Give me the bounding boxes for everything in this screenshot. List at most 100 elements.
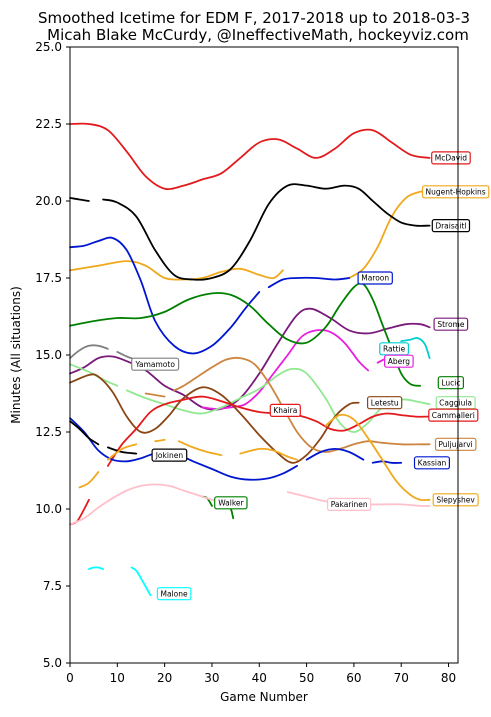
series-label-box [327, 497, 372, 511]
x-tick-label: 10 [110, 671, 125, 685]
x-tick-label: 0 [66, 671, 74, 685]
series-label-lucic: Lucic [437, 376, 464, 390]
series-line-malone [88, 566, 104, 570]
x-tick-label: 80 [441, 671, 456, 685]
series-line-slepyshev [154, 438, 166, 443]
series-line-yamamoto [116, 351, 133, 359]
series-label-text: Khaira [273, 406, 297, 415]
series-label-text: Kassian [418, 459, 447, 468]
series-label-jokinen: Jokinen [151, 448, 188, 462]
x-tick-label: 20 [157, 671, 172, 685]
x-tick-label: 30 [204, 671, 219, 685]
series-line-slepyshev [177, 440, 223, 456]
series-line-kassian [371, 460, 403, 464]
series-label-box [156, 587, 192, 601]
series-label-text: Draisaitl [435, 221, 466, 230]
y-tick-label: 5.0 [43, 656, 62, 670]
series-label-draisaitl: Draisaitl [431, 219, 471, 233]
series-line-yamamoto [69, 344, 109, 359]
series-label-box [434, 437, 477, 451]
series-line-maroon [267, 276, 351, 289]
series-label-box [131, 357, 180, 371]
series-line-mcdavid [69, 122, 431, 190]
series-label-box [421, 185, 490, 199]
series-line-strome [69, 307, 431, 411]
series-label-nugent-hopkins: Nugent-Hopkins [421, 185, 490, 199]
y-tick-label: 7.5 [43, 579, 62, 593]
series-label-box [384, 354, 414, 368]
x-axis-ticks: 0 10 20 30 40 50 60 70 80 [66, 663, 456, 685]
series-label-box [367, 396, 403, 410]
series-label-text: Cammalleri [432, 411, 475, 420]
series-label-text: Malone [161, 589, 188, 598]
y-axis-ticks: 5.0 7.5 10.0 12.5 15.0 17.5 20.0 22.5 25.0 [35, 40, 70, 670]
series-label-text: Rattie [383, 345, 406, 354]
series-line-slepyshev [324, 413, 431, 502]
x-tick-label: 70 [394, 671, 409, 685]
y-axis-label: Minutes (All situations) [9, 286, 23, 424]
y-tick-label: 22.5 [35, 117, 62, 131]
y-tick-label: 25.0 [35, 40, 62, 54]
series-label-box [214, 496, 248, 510]
series-lines-layer [69, 122, 431, 597]
series-label-aberg: Aberg [384, 354, 414, 368]
series-line-pakarinen [69, 483, 246, 526]
y-tick-label: 12.5 [35, 425, 62, 439]
series-line-slepyshev [239, 447, 298, 461]
series-label-letestu: Letestu [367, 396, 403, 410]
y-tick-label: 17.5 [35, 271, 62, 285]
series-label-text: Letestu [371, 398, 399, 407]
series-label-text: Yamamoto [134, 360, 175, 369]
series-label-text: Strome [437, 320, 465, 329]
x-tick-label: 40 [252, 671, 267, 685]
series-label-text: Walker [218, 499, 244, 508]
series-line-puljujarvi [144, 392, 166, 398]
series-line-slepyshev [78, 471, 100, 489]
series-line-letestu [69, 373, 360, 464]
series-label-box [269, 403, 301, 417]
series-label-box [433, 317, 469, 331]
series-label-text: McDavid [435, 154, 467, 163]
series-label-walker: Walker [214, 496, 248, 510]
x-tick-label: 50 [299, 671, 314, 685]
series-line-draisaitl [69, 197, 90, 202]
series-label-malone: Malone [156, 587, 192, 601]
series-label-text: Maroon [361, 274, 389, 283]
y-tick-label: 10.0 [35, 502, 62, 516]
series-label-pakarinen: Pakarinen [327, 497, 372, 511]
series-label-text: Pakarinen [331, 500, 368, 509]
series-label-box [357, 271, 393, 285]
series-label-strome: Strome [433, 317, 469, 331]
series-label-yamamoto: Yamamoto [131, 357, 180, 371]
series-label-mcdavid: McDavid [431, 151, 471, 165]
series-line-jokinen [69, 420, 100, 446]
y-tick-label: 20.0 [35, 194, 62, 208]
series-line-jokinen [107, 446, 138, 455]
series-line-puljujarvi [173, 356, 431, 453]
series-labels-layer: McDavid Nugent-Hopkins Draisaitl Maroon Stro… [131, 151, 490, 601]
chart-title-line1: Smoothed Icetime for EDM F, 2017-2018 up… [38, 9, 470, 27]
series-line-malone [130, 566, 152, 597]
x-tick-label: 60 [346, 671, 361, 685]
series-label-text: Nugent-Hopkins [425, 188, 485, 197]
series-label-text: Caggiula [439, 398, 472, 407]
series-label-text: Slepyshev [436, 496, 475, 505]
series-label-rattie: Rattie [379, 342, 409, 356]
series-label-text: Puljujarvi [438, 440, 472, 449]
series-label-puljujarvi: Puljujarvi [434, 437, 477, 451]
series-label-text: Jokinen [155, 451, 184, 460]
series-label-kassian: Kassian [413, 456, 451, 470]
series-line-maroon [69, 236, 261, 355]
series-label-box [437, 376, 464, 390]
series-label-caggiula: Caggiula [435, 396, 476, 410]
series-label-text: Aberg [388, 357, 410, 366]
series-label-box [413, 456, 451, 470]
series-label-box [431, 219, 471, 233]
series-label-box [428, 408, 479, 422]
y-tick-label: 15.0 [35, 348, 62, 362]
series-line-kassian [305, 448, 365, 461]
series-label-slepyshev: Slepyshev [432, 493, 479, 507]
series-line-slepyshev [107, 443, 138, 461]
chart-title-line2: Micah Blake McCurdy, @IneffectiveMath, h… [47, 26, 469, 44]
